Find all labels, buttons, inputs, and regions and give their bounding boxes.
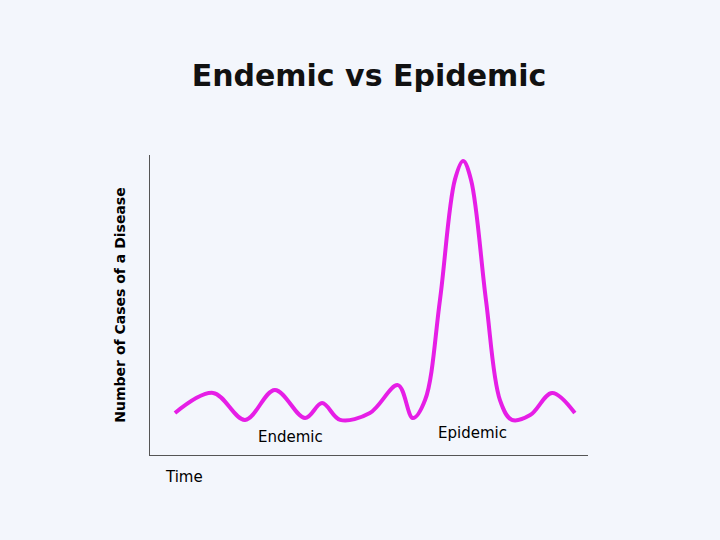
svg-text:Number of Cases of a Disease: Number of Cases of a Disease xyxy=(112,187,128,422)
svg-text:Epidemic: Epidemic xyxy=(438,424,507,442)
svg-text:Time: Time xyxy=(165,468,203,486)
svg-text:Endemic: Endemic xyxy=(258,428,323,446)
svg-text:Endemic vs Epidemic: Endemic vs Epidemic xyxy=(192,58,547,93)
